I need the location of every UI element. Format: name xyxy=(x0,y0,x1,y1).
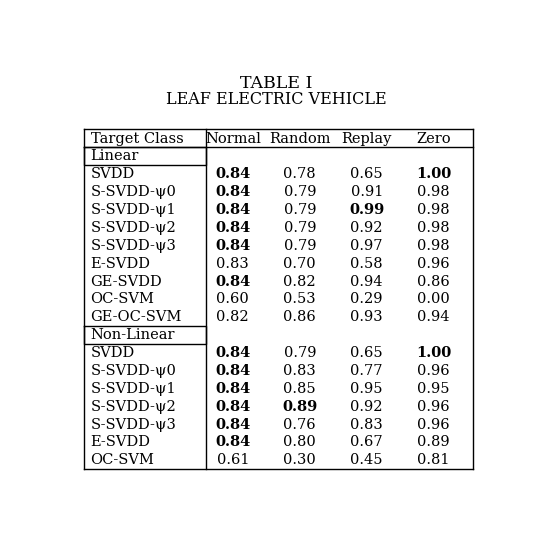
Text: 0.92: 0.92 xyxy=(350,221,383,235)
Text: 0.79: 0.79 xyxy=(284,346,316,360)
Text: GE-OC-SVM: GE-OC-SVM xyxy=(91,310,182,325)
Text: 0.84: 0.84 xyxy=(215,167,251,181)
Text: 0.77: 0.77 xyxy=(350,364,383,378)
Text: 0.85: 0.85 xyxy=(284,382,316,396)
Text: SVDD: SVDD xyxy=(91,346,135,360)
Text: 0.65: 0.65 xyxy=(350,346,383,360)
Text: 0.98: 0.98 xyxy=(417,203,450,217)
Text: 0.84: 0.84 xyxy=(215,274,251,288)
Text: S-SVDD-ψ0: S-SVDD-ψ0 xyxy=(91,364,177,378)
Text: 0.84: 0.84 xyxy=(215,364,251,378)
Text: 0.83: 0.83 xyxy=(350,417,383,431)
Text: LEAF ELECTRIC VEHICLE: LEAF ELECTRIC VEHICLE xyxy=(166,91,387,107)
Text: 0.93: 0.93 xyxy=(350,310,383,325)
Text: 0.81: 0.81 xyxy=(417,454,450,468)
Text: 0.79: 0.79 xyxy=(284,185,316,199)
Text: 0.76: 0.76 xyxy=(284,417,316,431)
Text: 0.70: 0.70 xyxy=(284,256,316,271)
Text: Zero: Zero xyxy=(416,132,451,146)
Text: 0.89: 0.89 xyxy=(282,400,318,414)
Text: 0.60: 0.60 xyxy=(217,293,249,307)
Text: 0.00: 0.00 xyxy=(417,293,450,307)
Text: 0.89: 0.89 xyxy=(417,435,450,449)
Text: 0.53: 0.53 xyxy=(284,293,316,307)
Text: 0.95: 0.95 xyxy=(417,382,450,396)
Text: TABLE I: TABLE I xyxy=(240,75,313,92)
Text: OC-SVM: OC-SVM xyxy=(91,293,154,307)
Text: S-SVDD-ψ2: S-SVDD-ψ2 xyxy=(91,221,176,235)
Text: 0.96: 0.96 xyxy=(417,364,450,378)
Text: 0.67: 0.67 xyxy=(350,435,383,449)
Text: 0.92: 0.92 xyxy=(350,400,383,414)
Text: 0.79: 0.79 xyxy=(284,239,316,253)
Text: 0.84: 0.84 xyxy=(215,417,251,431)
Text: 0.45: 0.45 xyxy=(350,454,383,468)
Text: E-SVDD: E-SVDD xyxy=(91,435,151,449)
Text: 0.82: 0.82 xyxy=(284,274,316,288)
Text: 0.84: 0.84 xyxy=(215,435,251,449)
Text: Replay: Replay xyxy=(341,132,392,146)
Text: 0.65: 0.65 xyxy=(350,167,383,181)
Text: 0.84: 0.84 xyxy=(215,382,251,396)
Text: 0.83: 0.83 xyxy=(217,256,249,271)
Text: Target Class: Target Class xyxy=(91,132,183,146)
Text: S-SVDD-ψ0: S-SVDD-ψ0 xyxy=(91,185,177,199)
Text: 0.99: 0.99 xyxy=(349,203,384,217)
Text: 0.94: 0.94 xyxy=(350,274,383,288)
Text: 0.78: 0.78 xyxy=(284,167,316,181)
Text: SVDD: SVDD xyxy=(91,167,135,181)
Text: 0.91: 0.91 xyxy=(350,185,383,199)
Text: 0.96: 0.96 xyxy=(417,400,450,414)
Text: OC-SVM: OC-SVM xyxy=(91,454,154,468)
Text: S-SVDD-ψ2: S-SVDD-ψ2 xyxy=(91,400,176,414)
Text: 0.96: 0.96 xyxy=(417,256,450,271)
Text: Non-Linear: Non-Linear xyxy=(91,328,175,342)
Text: 0.97: 0.97 xyxy=(350,239,383,253)
Text: 0.98: 0.98 xyxy=(417,221,450,235)
Text: Linear: Linear xyxy=(91,150,139,164)
Text: 0.98: 0.98 xyxy=(417,185,450,199)
Text: 0.98: 0.98 xyxy=(417,239,450,253)
Text: 0.84: 0.84 xyxy=(215,239,251,253)
Text: 0.95: 0.95 xyxy=(350,382,383,396)
Text: S-SVDD-ψ1: S-SVDD-ψ1 xyxy=(91,203,176,217)
Text: Normal: Normal xyxy=(205,132,261,146)
Text: E-SVDD: E-SVDD xyxy=(91,256,151,271)
Text: 0.86: 0.86 xyxy=(417,274,450,288)
Text: 0.84: 0.84 xyxy=(215,203,251,217)
Text: 0.94: 0.94 xyxy=(417,310,450,325)
Text: S-SVDD-ψ3: S-SVDD-ψ3 xyxy=(91,417,177,431)
Text: 0.58: 0.58 xyxy=(350,256,383,271)
Text: 0.79: 0.79 xyxy=(284,203,316,217)
Text: 0.30: 0.30 xyxy=(284,454,316,468)
Text: GE-SVDD: GE-SVDD xyxy=(91,274,162,288)
Text: Random: Random xyxy=(269,132,330,146)
Text: 0.79: 0.79 xyxy=(284,221,316,235)
Text: 0.80: 0.80 xyxy=(284,435,316,449)
Text: 0.61: 0.61 xyxy=(217,454,249,468)
Text: 0.84: 0.84 xyxy=(215,185,251,199)
Text: 1.00: 1.00 xyxy=(416,346,451,360)
Text: S-SVDD-ψ3: S-SVDD-ψ3 xyxy=(91,239,177,253)
Text: 0.86: 0.86 xyxy=(284,310,316,325)
Text: S-SVDD-ψ1: S-SVDD-ψ1 xyxy=(91,382,176,396)
Text: 0.84: 0.84 xyxy=(215,221,251,235)
Text: 0.82: 0.82 xyxy=(217,310,249,325)
Text: 0.84: 0.84 xyxy=(215,400,251,414)
Text: 0.29: 0.29 xyxy=(350,293,383,307)
Text: 0.83: 0.83 xyxy=(284,364,316,378)
Text: 1.00: 1.00 xyxy=(416,167,451,181)
Text: 0.96: 0.96 xyxy=(417,417,450,431)
Text: 0.84: 0.84 xyxy=(215,346,251,360)
